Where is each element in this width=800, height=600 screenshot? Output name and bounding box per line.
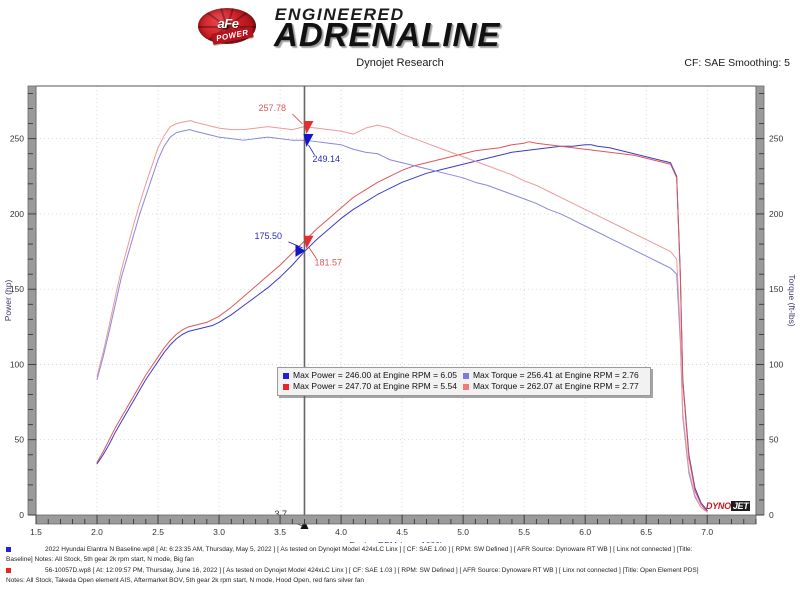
series-line-baseline-power <box>96 144 708 511</box>
correction-factor-note: CF: SAE Smoothing: 5 <box>684 57 790 69</box>
annotation-label-torque-open-marker: 257.78 <box>258 103 286 113</box>
y-tick-label-right: 250 <box>769 134 783 144</box>
annotation-leader-line <box>288 241 303 249</box>
y-tick-label-left: 0 <box>19 510 24 520</box>
y-tick-label-right: 50 <box>769 435 779 445</box>
x-axis-title: Engine RPM (rpmx1000) <box>349 540 443 543</box>
annotation-marker-power-open-marker <box>303 235 314 249</box>
x-tick-label: 2.5 <box>152 527 164 537</box>
legend-table: Max Power = 246.00 at Engine RPM = 6.05 … <box>283 370 645 392</box>
annotation-leader-line <box>292 113 303 125</box>
legend-cell-power-baseline: Max Power = 246.00 at Engine RPM = 6.05 <box>283 370 463 381</box>
x-tick-label: 3.5 <box>274 527 286 537</box>
legend-row: Max Power = 246.00 at Engine RPM = 6.05 … <box>283 370 645 381</box>
legend-label: Max Torque = 262.07 at Engine RPM = 2.77 <box>472 381 639 391</box>
run-color-swatch-icon <box>6 546 11 552</box>
run-detail-line1: 2022 Hyundai Elantra N Baseline.wp8 [ At… <box>45 546 693 553</box>
x-axis-bar <box>35 514 757 525</box>
x-tick-label: 4.0 <box>335 527 347 537</box>
run-details-footer: 2022 Hyundai Elantra N Baseline.wp8 [ At… <box>0 545 800 600</box>
chart-legend: Max Power = 246.00 at Engine RPM = 6.05 … <box>277 367 651 396</box>
legend-cell-torque-open: Max Torque = 262.07 at Engine RPM = 2.77 <box>462 381 645 392</box>
y-tick-label-right: 150 <box>769 284 783 294</box>
annotation-leader-line <box>308 144 315 156</box>
cursor-value-label: 3.7 <box>274 509 287 519</box>
y-tick-label-left: 150 <box>10 284 24 294</box>
dynojet-watermark-logo: DYNO JET <box>706 501 751 511</box>
y-tick-label-left: 50 <box>15 435 25 445</box>
annotation-marker-torque-open-marker <box>303 120 314 134</box>
x-tick-label: 6.5 <box>640 527 652 537</box>
x-tick-label: 6.0 <box>579 527 591 537</box>
brand-block: aFe POWER ENGINEERED ADRENALINE <box>196 2 596 53</box>
series-line-baseline-torque <box>96 129 708 513</box>
y-tick-label-left: 100 <box>10 359 24 369</box>
run-detail-line2: Baseline] Notes: All Stock, 5th gear 2k … <box>6 555 194 563</box>
y-axis-bar-right <box>755 85 765 516</box>
legend-swatch-icon <box>462 383 469 390</box>
legend-swatch-icon <box>462 372 469 379</box>
legend-swatch-icon <box>283 372 289 379</box>
page-header: aFe POWER ENGINEERED ADRENALINE Dynojet … <box>0 0 800 69</box>
run-color-swatch-icon <box>6 567 11 573</box>
annotation-marker-power-baseline-marker <box>295 244 306 257</box>
annotation-leader-line <box>308 246 317 259</box>
tagline-engineered: ENGINEERED <box>274 5 405 24</box>
annotation-marker-torque-baseline-marker <box>303 133 314 147</box>
cursor-arrow-icon <box>300 520 309 529</box>
annotation-label-power-baseline-marker: 175.50 <box>254 231 282 241</box>
chart-canvas: 3.7 257.78 249.14 175.50 181.57 1.5 2.0 2.5 3.0 3… <box>3 85 797 543</box>
run-detail-line2: Notes: All Stock, Takeda Open element AI… <box>6 576 365 584</box>
x-tick-label: 2.0 <box>91 527 103 537</box>
x-tick-label: 7.0 <box>701 527 713 537</box>
legend-label: Max Power = 246.00 at Engine RPM = 6.05 <box>293 370 457 380</box>
run-detail-entry: 56-10057D.wp8 [ At: 12:09:57 PM, Thursda… <box>0 566 800 585</box>
y-tick-label-right: 200 <box>769 209 783 219</box>
afe-brand-mark: aFe <box>217 16 239 31</box>
dyno-chart: 3.7 257.78 249.14 175.50 181.57 1.5 2.0 2.5 3.0 3… <box>0 78 800 543</box>
afe-power-logo-icon: aFe POWER <box>196 6 272 46</box>
legend-label: Max Power = 247.70 at Engine RPM = 5.54 <box>293 381 457 391</box>
x-tick-label: 5.5 <box>518 527 530 537</box>
series-line-open-element-torque <box>96 120 708 513</box>
dynojet-logo-part1: DYNO <box>706 501 731 511</box>
y-tick-label-right: 100 <box>769 359 783 369</box>
x-tick-label: 5.0 <box>457 527 469 537</box>
annotation-label-torque-baseline-marker: 249.14 <box>312 154 340 164</box>
x-tick-label: 4.5 <box>396 527 408 537</box>
dynojet-logo-part2: JET <box>730 501 751 511</box>
chart-subtitle: Dynojet Research <box>356 57 444 69</box>
x-tick-label: 3.0 <box>213 527 225 537</box>
y-axis-title-left: Power (hp) <box>3 280 13 322</box>
series-line-open-element-power <box>96 141 708 513</box>
legend-swatch-icon <box>283 383 289 390</box>
legend-label: Max Torque = 256.41 at Engine RPM = 2.76 <box>472 370 639 380</box>
legend-cell-torque-baseline: Max Torque = 256.41 at Engine RPM = 2.76 <box>462 370 645 381</box>
y-tick-label-left: 250 <box>10 134 24 144</box>
legend-row: Max Power = 247.70 at Engine RPM = 5.54 … <box>283 381 645 392</box>
annotation-label-power-open-marker: 181.57 <box>314 258 342 268</box>
run-detail-line1: 56-10057D.wp8 [ At: 12:09:57 PM, Thursda… <box>45 567 699 574</box>
y-axis-title-right: Torque (ft-lbs) <box>787 274 797 327</box>
y-tick-label-left: 200 <box>10 209 24 219</box>
y-tick-label-right: 0 <box>769 510 774 520</box>
run-detail-entry: 2022 Hyundai Elantra N Baseline.wp8 [ At… <box>0 545 800 564</box>
tagline-adrenaline: ADRENALINE <box>274 16 501 53</box>
plot-background <box>36 86 756 515</box>
legend-cell-power-open: Max Power = 247.70 at Engine RPM = 5.54 <box>283 381 463 392</box>
x-tick-label: 1.5 <box>30 527 42 537</box>
y-axis-bar-left <box>27 85 37 516</box>
